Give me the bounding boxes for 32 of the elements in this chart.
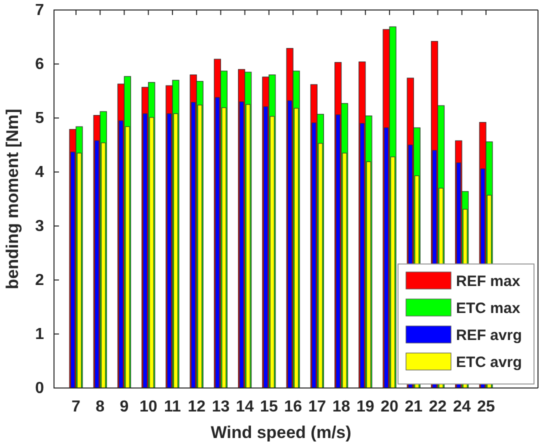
x-tick-label: 12 — [188, 398, 206, 416]
x-tick-label: 22 — [428, 398, 447, 416]
y-tick-label: 1 — [35, 326, 44, 344]
y-tick-label: 2 — [35, 272, 44, 290]
x-axis-title: Wind speed (m/s) — [210, 423, 352, 442]
x-tick-label: 14 — [236, 398, 254, 416]
x-tick-label: 8 — [96, 398, 105, 416]
x-tick-label: 19 — [356, 398, 374, 416]
y-tick-label: 3 — [35, 218, 44, 236]
y-tick-label: 6 — [35, 56, 44, 74]
x-tick-label: 18 — [332, 398, 350, 416]
x-tick-label: 9 — [120, 398, 129, 416]
y-tick-label: 0 — [35, 380, 44, 398]
y-tick-label: 4 — [35, 164, 44, 182]
x-tick-label: 17 — [308, 398, 326, 416]
y-tick-label: 5 — [35, 110, 44, 128]
x-tick-label: 10 — [139, 398, 158, 416]
x-tick-label: 24 — [452, 398, 471, 416]
x-tick-label: 7 — [72, 398, 81, 416]
legend-label: ETC max — [456, 300, 521, 317]
legend-label: REF max — [456, 273, 521, 290]
x-tick-label: 13 — [212, 398, 230, 416]
x-tick-label: 11 — [164, 398, 182, 416]
x-tick-label: 20 — [380, 398, 399, 416]
legend-label: ETC avrg — [456, 354, 522, 371]
x-tick-label: 16 — [284, 398, 302, 416]
x-tick-label: 15 — [260, 398, 278, 416]
y-axis-title: bending moment [Nm] — [3, 108, 22, 290]
x-tick-label: 21 — [404, 398, 423, 416]
x-tick-label: 25 — [477, 398, 495, 416]
y-tick-label: 7 — [35, 2, 44, 20]
legend-label: REF avrg — [456, 327, 522, 344]
